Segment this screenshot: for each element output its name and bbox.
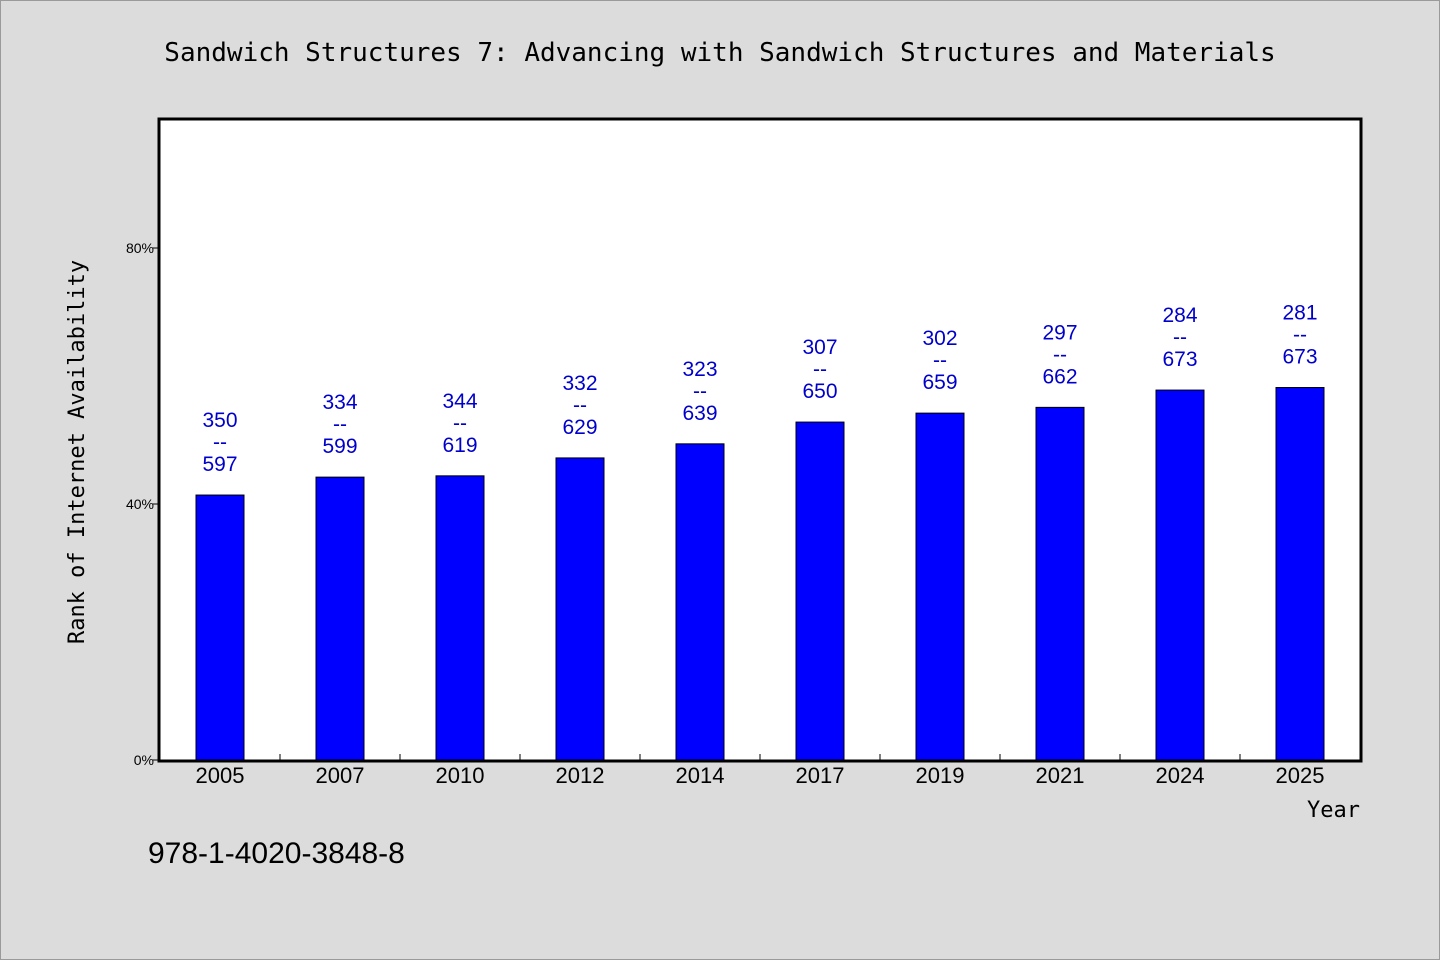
x-tick-label: 2025 xyxy=(1276,763,1325,788)
bar xyxy=(675,443,725,761)
bar-data-label: 619 xyxy=(442,434,477,457)
bar-data-label: -- xyxy=(1053,343,1067,366)
x-axis-ticks: 2005 2007 2010 2012 2014 2017 2019 2021 2024 2025 xyxy=(196,754,1325,788)
x-tick-label: 2019 xyxy=(916,763,965,788)
bar xyxy=(1035,406,1085,761)
bar xyxy=(915,412,965,761)
bar-data-label: -- xyxy=(1293,324,1307,347)
bar-data-label: -- xyxy=(213,431,227,454)
x-tick-label: 2024 xyxy=(1156,763,1205,788)
bar-data-label: 344 xyxy=(442,390,477,413)
bar-data-label: 650 xyxy=(802,380,837,403)
x-tick-label: 2010 xyxy=(436,763,485,788)
bar xyxy=(1155,389,1205,761)
bar-data-label: 629 xyxy=(562,416,597,439)
bar-data-label: 297 xyxy=(1042,321,1077,344)
bar-data-label: -- xyxy=(453,412,467,435)
bar-data-label: 281 xyxy=(1282,302,1317,325)
bar-data-label: 350 xyxy=(202,409,237,432)
bar-data-label: 659 xyxy=(922,371,957,394)
bar-data-label: 323 xyxy=(682,358,717,381)
isbn-text: 978-1-4020-3848-8 xyxy=(148,837,405,870)
bar xyxy=(555,457,605,761)
bar xyxy=(315,476,365,761)
bar xyxy=(795,421,845,761)
bar-data-label: -- xyxy=(933,349,947,372)
x-tick-label: 2021 xyxy=(1036,763,1085,788)
bar-data-label: 599 xyxy=(322,435,357,458)
x-tick-label: 2017 xyxy=(796,763,845,788)
x-tick-label: 2005 xyxy=(196,763,245,788)
bar-data-label: 302 xyxy=(922,327,957,350)
bars xyxy=(195,387,1325,761)
x-tick-label: 2014 xyxy=(676,763,725,788)
y-axis-ticks: 0% 40% 80% xyxy=(126,240,160,768)
chart-title: Sandwich Structures 7: Advancing with Sa… xyxy=(164,38,1275,68)
bar-value-labels: 350--597334--599344--619332--629323--639… xyxy=(202,302,1317,477)
bar-data-label: -- xyxy=(1173,326,1187,349)
bar-data-label: 284 xyxy=(1162,304,1197,327)
y-tick-label: 40% xyxy=(126,496,154,512)
x-axis-label: Year xyxy=(1307,798,1360,823)
bar-data-label: 334 xyxy=(322,391,357,414)
x-tick-label: 2012 xyxy=(556,763,605,788)
y-tick-label: 0% xyxy=(134,752,154,768)
x-tick-label: 2007 xyxy=(316,763,365,788)
bar-data-label: 673 xyxy=(1162,348,1197,371)
bar-data-label: 307 xyxy=(802,336,837,359)
bar xyxy=(1275,387,1325,761)
bar-data-label: -- xyxy=(333,413,347,436)
bar xyxy=(195,494,245,761)
y-tick-label: 80% xyxy=(126,240,154,256)
bar-data-label: 662 xyxy=(1042,365,1077,388)
bar-data-label: -- xyxy=(573,394,587,417)
bar-data-label: 597 xyxy=(202,453,237,476)
bar-data-label: 332 xyxy=(562,372,597,395)
bar-data-label: -- xyxy=(813,358,827,381)
bar xyxy=(435,475,485,761)
bar-data-label: 639 xyxy=(682,402,717,425)
bar-data-label: -- xyxy=(693,380,707,403)
bar-data-label: 673 xyxy=(1282,346,1317,369)
y-axis-label: Rank of Internet Availability xyxy=(65,260,90,644)
